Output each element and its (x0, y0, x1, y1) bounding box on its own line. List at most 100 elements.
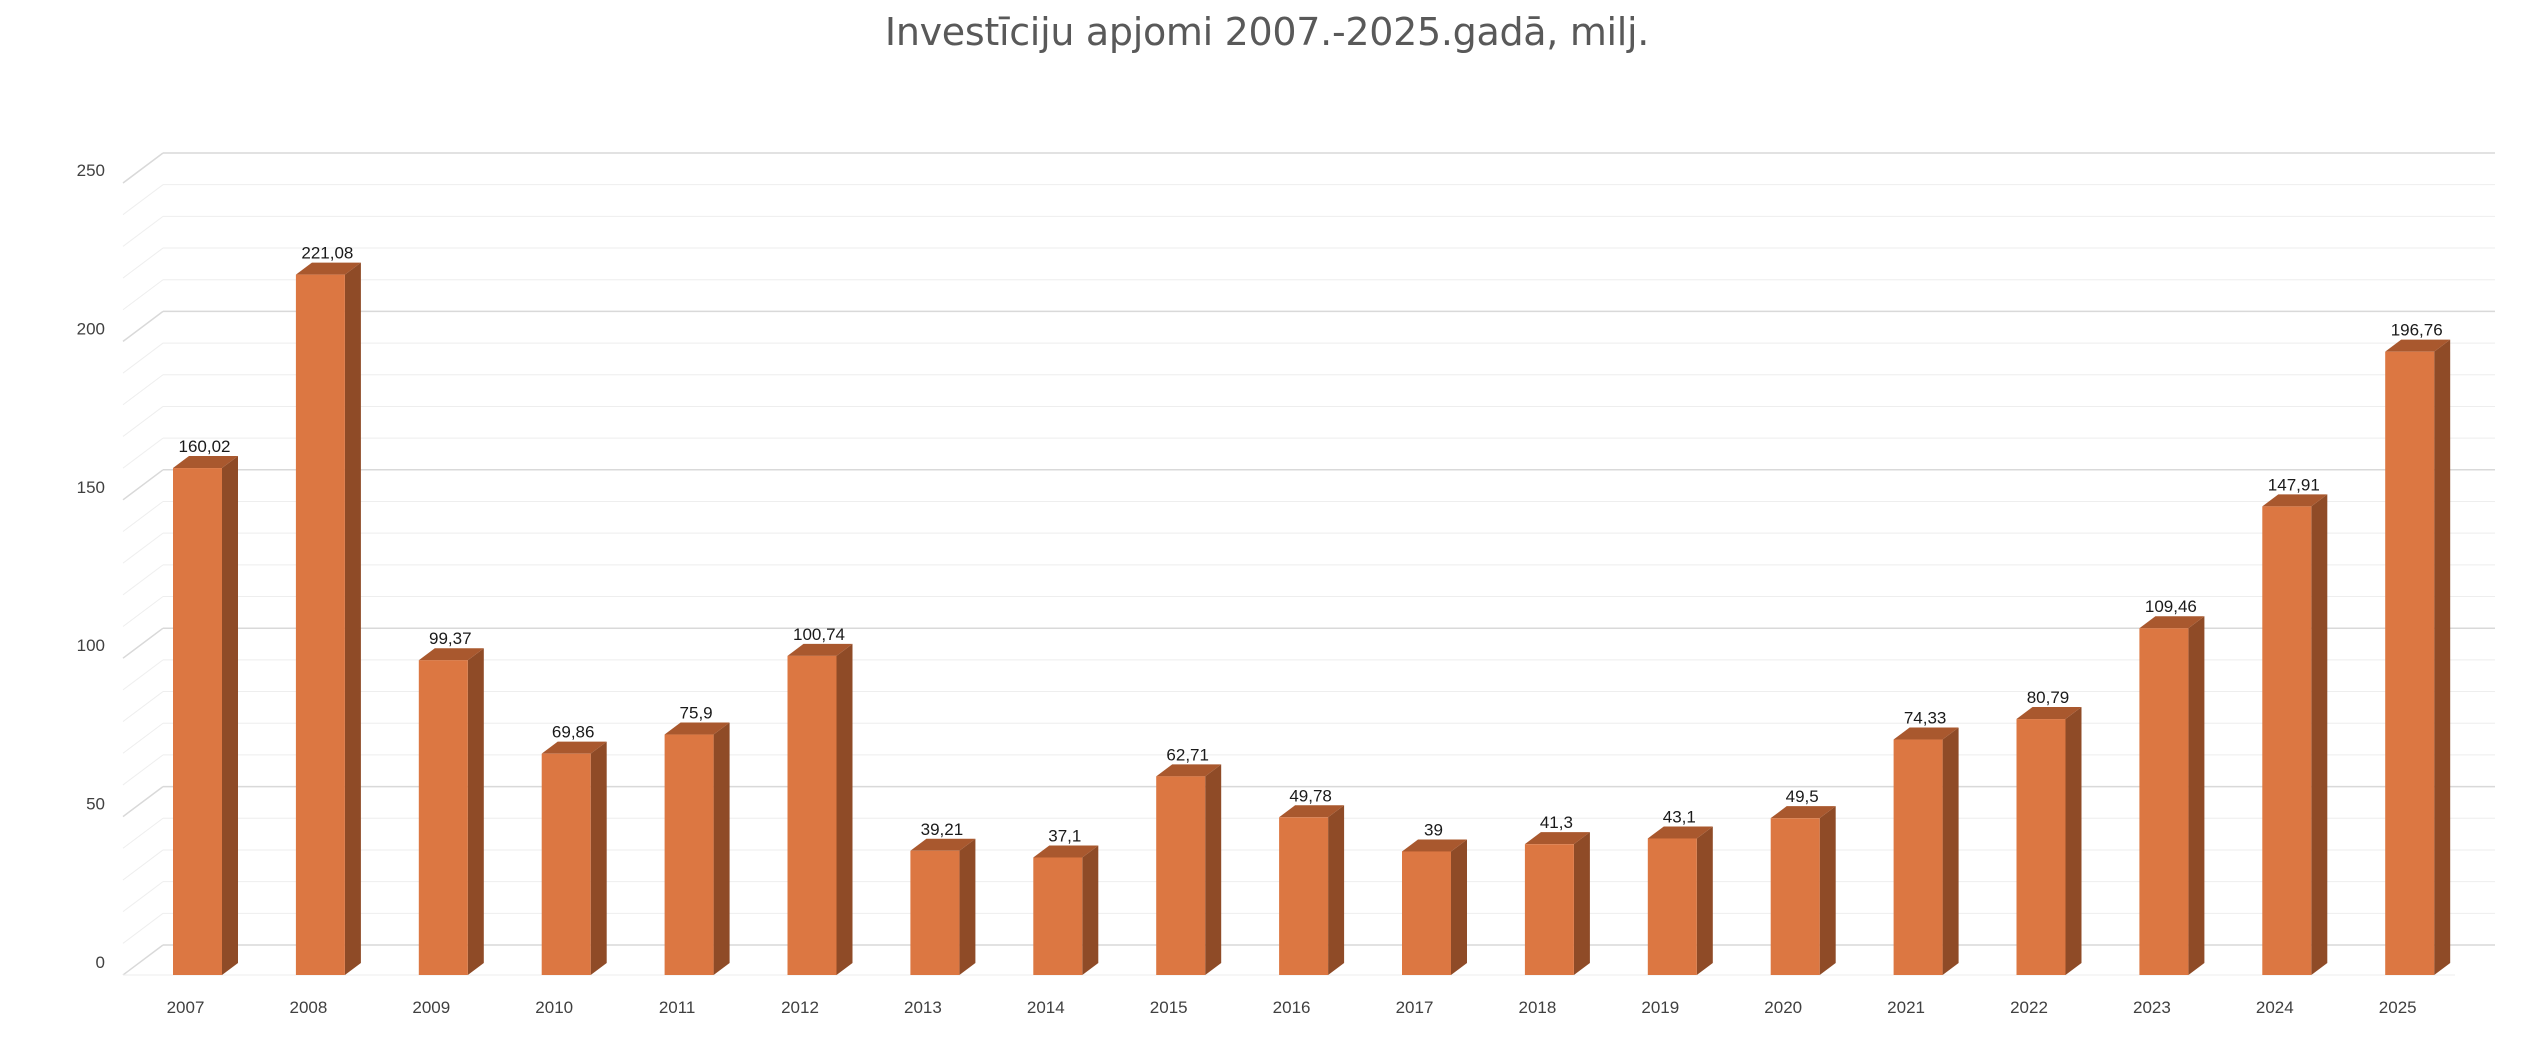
bar-front-face (1770, 818, 1820, 975)
data-label: 80,79 (2027, 688, 2070, 707)
minor-gridline-diagonal (122, 881, 164, 913)
minor-gridline-diagonal (122, 849, 164, 881)
minor-gridline-diagonal (122, 912, 164, 944)
bars (173, 262, 2451, 976)
minor-gridline-diagonal (122, 215, 164, 247)
bar (2016, 707, 2082, 975)
bar-top-face (1156, 764, 1222, 777)
bar-top-face (2016, 707, 2082, 720)
bar-front-face (295, 274, 345, 976)
bar-front-face (1402, 851, 1451, 975)
x-tick-label: 2019 (1641, 998, 1679, 1017)
x-tick-label: 2009 (412, 998, 450, 1017)
y-tick-label: 250 (77, 161, 105, 180)
x-tick-label: 2013 (904, 998, 942, 1017)
bar (1402, 839, 1467, 975)
bar (1524, 832, 1590, 975)
x-tick-label: 2011 (659, 998, 696, 1017)
y-axis-tick-labels: 0 50 100 150 200 250 (77, 161, 105, 972)
bar-side-face (222, 456, 238, 975)
bar-front-face (541, 753, 591, 975)
minor-gridline-diagonal (122, 532, 164, 564)
bar (1893, 727, 1959, 975)
data-label: 74,33 (1904, 709, 1947, 728)
bar-top-face (1033, 845, 1099, 858)
bar (295, 262, 361, 976)
minor-gridline-diagonal (122, 247, 164, 279)
major-gridline-diagonal (122, 310, 164, 342)
bar-top-face (1279, 805, 1345, 818)
bar (1033, 845, 1099, 975)
bar-top-face (664, 722, 730, 735)
bar-side-face (2188, 616, 2205, 975)
minor-gridline-diagonal (122, 691, 164, 722)
minor-gridline-diagonal (122, 817, 164, 849)
bar-top-face (1524, 832, 1590, 845)
bar-top-face (1647, 826, 1713, 839)
bar-side-face (1696, 826, 1713, 975)
bar (2139, 616, 2205, 975)
minor-gridline-diagonal (122, 406, 164, 437)
minor-gridline-diagonal (122, 437, 164, 469)
minor-gridline-diagonal (122, 596, 164, 627)
bar (1770, 806, 1836, 975)
data-label: 41,3 (1540, 813, 1573, 832)
major-gridline-diagonal (122, 152, 164, 184)
data-label: 75,9 (680, 704, 713, 723)
bar-side-face (344, 262, 361, 976)
bar-side-face (1328, 805, 1345, 975)
x-tick-label: 2024 (2256, 998, 2294, 1017)
bar-front-face (2139, 628, 2189, 975)
bar (1279, 805, 1345, 975)
data-label: 69,86 (552, 723, 595, 742)
x-tick-label: 2016 (1273, 998, 1311, 1017)
major-gridline-diagonal (122, 944, 164, 976)
bar-front-face (2262, 506, 2312, 975)
bar-front-face (1279, 817, 1329, 975)
minor-gridline-diagonal (122, 722, 164, 754)
x-tick-label: 2022 (2010, 998, 2048, 1017)
x-tick-label: 2023 (2133, 998, 2171, 1017)
data-label: 39,21 (921, 820, 964, 839)
data-label: 160,02 (179, 437, 231, 456)
bar-side-face (1082, 845, 1099, 975)
bar-front-face (787, 655, 837, 975)
bar-side-face (2311, 494, 2328, 975)
minor-gridline-diagonal (122, 184, 164, 216)
bar-side-face (836, 643, 853, 975)
data-label: 99,37 (429, 629, 472, 648)
minor-gridline-diagonal (122, 279, 164, 311)
minor-gridline-diagonal (122, 501, 164, 532)
bar (418, 648, 484, 975)
bar-side-face (959, 838, 976, 975)
bar-side-face (1819, 806, 1836, 975)
bar-side-face (1573, 832, 1590, 975)
major-gridline-diagonal (122, 627, 164, 659)
minor-gridline-diagonal (122, 374, 164, 406)
data-label: 100,74 (793, 625, 845, 644)
y-tick-label: 0 (96, 953, 105, 972)
bar-top-face (418, 648, 484, 661)
bar-side-face (590, 741, 607, 975)
data-label: 37,1 (1048, 826, 1081, 845)
bar (173, 456, 238, 975)
minor-gridline-diagonal (122, 564, 164, 596)
bar-side-face (713, 722, 730, 975)
x-tick-label: 2008 (289, 998, 327, 1017)
bar-side-face (1942, 727, 1959, 975)
chart-title: Investīciju apjomi 2007.-2025.gadā, milj… (884, 10, 1650, 54)
bar-top-face (541, 741, 607, 754)
bar-top-face (1893, 727, 1959, 740)
data-labels: 160,02 221,08 99,37 69,86 75,9 100,74 39,21 37,… (179, 244, 2443, 846)
x-tick-label: 2017 (1396, 998, 1434, 1017)
bar-front-face (2385, 351, 2435, 975)
bar-top-face (1770, 806, 1836, 819)
minor-gridline-diagonal (122, 754, 164, 786)
x-tick-label: 2007 (167, 998, 205, 1017)
bar-front-face (1647, 838, 1697, 975)
bar-side-face (1451, 839, 1467, 975)
bar-front-face (1156, 776, 1206, 975)
x-axis-tick-labels: 2007 2008 2009 2010 2011 2012 2013 2014 2015 2016… (167, 998, 2417, 1017)
bar-top-face (173, 456, 238, 469)
bar (541, 741, 607, 975)
